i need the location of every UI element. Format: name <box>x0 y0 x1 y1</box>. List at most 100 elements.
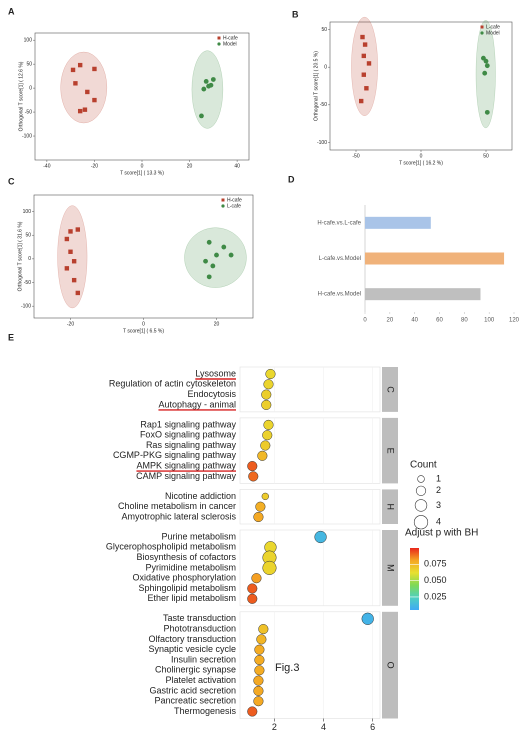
point <box>221 244 227 250</box>
legend-label: H-cafe <box>223 35 238 41</box>
dot <box>253 511 264 523</box>
y-tick-label: 100 <box>23 209 32 215</box>
x-tick-label: 0 <box>142 321 145 327</box>
facet-label: E <box>386 448 396 454</box>
point <box>484 63 490 69</box>
bar <box>365 252 505 265</box>
dot <box>263 419 274 430</box>
legend-marker <box>480 31 484 35</box>
category-label: L-cafe.vs.Model <box>319 256 361 262</box>
legend-label: H-cafe <box>227 197 242 203</box>
confidence-ellipse <box>184 227 247 288</box>
point <box>68 229 73 234</box>
point <box>77 62 83 68</box>
point <box>208 82 214 88</box>
dot <box>247 706 258 717</box>
point <box>75 290 80 296</box>
y-tick-label: 50 <box>25 233 31 239</box>
point <box>64 236 70 242</box>
panel-label: A <box>8 6 15 16</box>
category-label: Thermogenesis <box>174 706 237 716</box>
point <box>70 67 76 73</box>
confidence-ellipse <box>351 16 378 116</box>
facet-label: C <box>386 386 396 393</box>
dot <box>263 379 274 390</box>
category-label: Pancreatic secretion <box>154 696 236 706</box>
count-legend-dot <box>414 499 428 512</box>
bar <box>365 216 431 229</box>
dot <box>265 368 276 380</box>
category-label: Autophagy - animal <box>158 399 236 409</box>
legend-label: L-cafe <box>486 24 500 30</box>
colorbar <box>410 548 419 610</box>
point <box>206 239 212 245</box>
x-axis-label: T score[1] ( 6.5 %) <box>123 328 164 334</box>
point <box>85 89 90 95</box>
dot <box>255 501 266 512</box>
x-tick-label: 20 <box>187 163 193 169</box>
category-label: Biosynthesis of cofactors <box>136 552 236 562</box>
category-label: Endocytosis <box>187 389 236 399</box>
count-legend-dot <box>417 475 425 483</box>
category-label: Olfactory transduction <box>148 634 236 644</box>
point <box>68 249 73 254</box>
facet-label: H <box>386 503 396 510</box>
x-tick-label: 50 <box>483 153 489 159</box>
count-legend-dot <box>415 485 427 496</box>
point <box>482 70 488 76</box>
dot <box>254 665 265 676</box>
x-tick-label: -20 <box>67 321 74 327</box>
facet-panel <box>239 529 381 607</box>
color-legend-title: Adjust p with BH <box>405 528 478 539</box>
category-label: Purine metabolism <box>161 531 236 541</box>
panel-label: C <box>8 176 15 186</box>
colorbar-label: 0.050 <box>424 575 447 585</box>
category-label: Cholinergic synapse <box>155 665 236 675</box>
x-tick-label: 2 <box>272 722 277 730</box>
point <box>82 107 88 112</box>
category-label: Rap1 signaling pathway <box>140 419 236 429</box>
x-tick-label: 0 <box>363 318 367 324</box>
point <box>361 72 366 77</box>
point <box>75 227 80 232</box>
category-label: Amyotrophic lateral sclerosis <box>121 511 236 521</box>
category-label: Phototransduction <box>163 623 236 633</box>
y-tick-label: 0 <box>28 256 31 262</box>
point <box>71 277 77 283</box>
facet-panel <box>239 417 381 484</box>
dot <box>253 685 264 696</box>
colorbar-label: 0.075 <box>424 559 447 569</box>
point <box>360 34 365 40</box>
y-tick-label: -100 <box>317 140 327 146</box>
dot <box>253 696 264 707</box>
colorbar-label: 0.025 <box>424 591 447 601</box>
x-tick-label: 20 <box>214 321 220 327</box>
dot <box>253 675 264 686</box>
legend-label: L-cafe <box>227 203 241 209</box>
category-label: Sphingolipid metabolism <box>138 583 236 593</box>
category-label: Oxidative phosphorylation <box>132 573 236 583</box>
y-axis-label: Orthogonal T score[1] ( 12.6 %) <box>18 61 24 131</box>
point <box>92 97 97 103</box>
point <box>361 53 366 59</box>
category-label: CAMP signaling pathway <box>136 471 236 481</box>
category-label: Gastric acid secretion <box>149 685 236 695</box>
x-axis-label: T score[1] ( 13.3 %) <box>120 170 164 176</box>
y-tick-label: -100 <box>22 133 32 139</box>
dot <box>256 634 267 645</box>
count-legend-label: 2 <box>436 485 441 495</box>
x-tick-label: -20 <box>91 163 98 169</box>
dot <box>247 461 258 472</box>
dot <box>261 399 272 410</box>
point <box>206 274 212 280</box>
dot <box>248 471 259 482</box>
category-label: Taste transduction <box>163 613 236 623</box>
point <box>359 98 364 104</box>
dot <box>361 612 374 625</box>
x-tick-label: 6 <box>370 722 375 730</box>
category-label: AMPK signaling pathway <box>136 460 236 470</box>
x-tick-label: 0 <box>141 163 144 169</box>
x-tick-label: 20 <box>386 318 393 324</box>
dot <box>314 530 327 544</box>
y-axis-label: Orthogonal T score[1] ( 31.6 %) <box>17 221 23 291</box>
